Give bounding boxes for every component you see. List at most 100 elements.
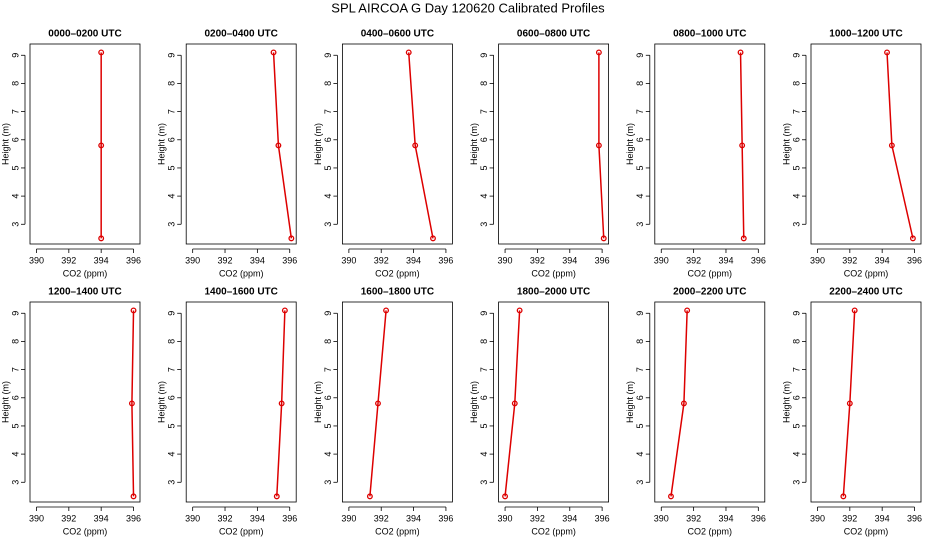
panel-title: 1000–1200 UTC (829, 29, 902, 40)
plot-frame (498, 301, 610, 503)
y-tick-label: 4 (167, 452, 177, 457)
data-point (595, 49, 602, 56)
x-axis-label: CO2 (ppm) (219, 268, 264, 278)
plot-frame (185, 301, 297, 503)
y-tick-label: 9 (10, 53, 20, 58)
data-point (600, 235, 607, 242)
x-tick-label: 396 (126, 255, 141, 265)
x-tick-label: 392 (218, 513, 233, 523)
x-tick-label: 394 (718, 255, 733, 265)
panel-title: 2000–2200 UTC (673, 287, 746, 298)
y-tick-label: 3 (635, 480, 645, 485)
y-tick-label: 6 (791, 137, 801, 142)
data-point (739, 142, 746, 149)
x-tick-label: 394 (562, 513, 577, 523)
y-tick-label: 9 (635, 53, 645, 58)
y-tick-label: 9 (10, 311, 20, 316)
x-tick-label: 392 (530, 255, 545, 265)
y-tick-label: 9 (167, 311, 177, 316)
x-axis-label: CO2 (ppm) (531, 268, 576, 278)
y-axis-label: Height (m) (781, 381, 791, 423)
y-axis-label: Height (m) (625, 381, 635, 423)
y-tick-label: 7 (479, 109, 489, 114)
plot-frame (498, 43, 610, 245)
data-point (840, 493, 847, 500)
profile-line (598, 52, 605, 239)
y-tick-label: 3 (479, 222, 489, 227)
profile-line (739, 52, 745, 239)
data-point (281, 307, 288, 314)
y-tick-label: 4 (323, 452, 333, 457)
panel-title: 2200–2400 UTC (829, 287, 902, 298)
y-tick-label: 5 (635, 423, 645, 428)
y-axis-label: Height (m) (469, 381, 479, 423)
x-tick-label: 392 (686, 513, 701, 523)
profile-line (276, 310, 286, 497)
x-tick-label: 394 (94, 255, 109, 265)
profile-line (842, 310, 856, 497)
y-axis-label: Height (m) (313, 123, 323, 165)
x-tick-label: 396 (282, 255, 297, 265)
y-tick-label: 8 (10, 339, 20, 344)
y-tick-label: 6 (479, 395, 489, 400)
x-tick-label: 396 (751, 255, 766, 265)
x-tick-label: 390 (185, 255, 200, 265)
x-tick-label: 394 (718, 513, 733, 523)
y-tick-label: 8 (167, 339, 177, 344)
y-tick-label: 7 (791, 109, 801, 114)
y-tick-label: 6 (635, 395, 645, 400)
y-tick-label: 4 (10, 452, 20, 457)
y-tick-label: 5 (791, 423, 801, 428)
x-tick-label: 392 (686, 255, 701, 265)
profile-line (504, 310, 521, 497)
x-axis-label: CO2 (ppm) (375, 268, 420, 278)
x-tick-label: 396 (438, 255, 453, 265)
profile-line (131, 310, 135, 497)
x-tick-label: 390 (810, 255, 825, 265)
y-tick-label: 8 (479, 339, 489, 344)
x-axis-label: CO2 (ppm) (844, 526, 889, 536)
y-axis-label: Height (m) (781, 123, 791, 165)
y-tick-label: 4 (479, 194, 489, 199)
x-tick-label: 390 (29, 255, 44, 265)
y-tick-label: 8 (635, 81, 645, 86)
x-tick-label: 392 (530, 513, 545, 523)
x-tick-label: 396 (438, 513, 453, 523)
data-point (273, 493, 280, 500)
y-tick-label: 8 (791, 339, 801, 344)
panel-title: 1800–2000 UTC (517, 287, 590, 298)
y-tick-label: 9 (479, 53, 489, 58)
y-tick-label: 3 (635, 222, 645, 227)
y-tick-label: 7 (10, 367, 20, 372)
y-tick-label: 8 (479, 81, 489, 86)
x-tick-label: 392 (61, 513, 76, 523)
data-point (595, 142, 602, 149)
data-point (383, 307, 390, 314)
profile-line (369, 310, 387, 497)
y-tick-label: 3 (323, 480, 333, 485)
y-tick-label: 8 (167, 81, 177, 86)
y-tick-label: 3 (167, 480, 177, 485)
y-tick-label: 3 (10, 480, 20, 485)
y-tick-label: 7 (167, 367, 177, 372)
x-tick-label: 390 (185, 513, 200, 523)
x-axis-label: CO2 (ppm) (688, 526, 733, 536)
y-tick-label: 6 (791, 395, 801, 400)
x-tick-label: 396 (907, 513, 922, 523)
data-point (130, 493, 137, 500)
data-point (680, 400, 687, 407)
y-tick-label: 6 (167, 137, 177, 142)
plot-frame (341, 301, 453, 503)
data-point (851, 307, 858, 314)
x-tick-label: 390 (498, 513, 513, 523)
data-point (98, 142, 105, 149)
x-tick-label: 392 (374, 255, 389, 265)
y-tick-label: 6 (635, 137, 645, 142)
y-tick-label: 4 (10, 194, 20, 199)
plot-frame (185, 43, 297, 245)
